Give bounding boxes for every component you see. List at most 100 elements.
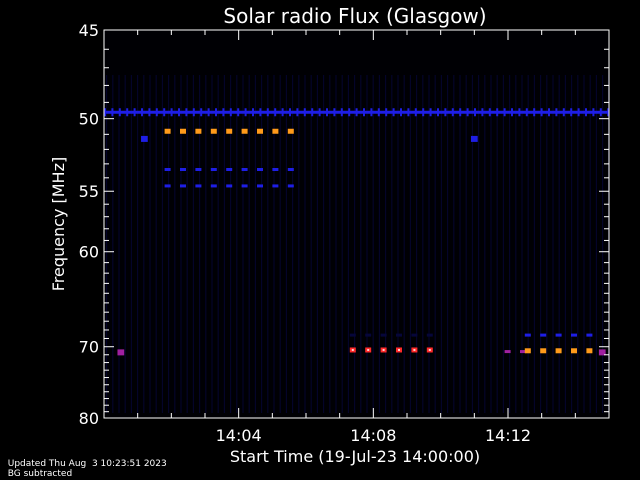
noise-column — [372, 75, 374, 413]
feature-tick — [163, 108, 166, 117]
noise-column — [428, 75, 430, 413]
noise-column — [509, 75, 511, 413]
y-tick-label: 80 — [79, 409, 99, 428]
noise-column — [174, 75, 176, 413]
feature-dash — [524, 348, 531, 354]
feature-tick — [562, 108, 565, 117]
x-tick-label: 14:04 — [216, 426, 262, 445]
noise-column — [248, 75, 250, 413]
feature-dot — [470, 135, 478, 142]
feature-tick — [451, 108, 454, 117]
feature-dash — [210, 168, 217, 172]
noise-column — [316, 75, 318, 413]
y-tick-label: 55 — [79, 182, 99, 201]
feature-dash — [272, 168, 279, 172]
noise-column — [447, 75, 449, 413]
feature-dash — [257, 128, 263, 134]
feature-dash — [180, 128, 186, 134]
noise-column — [490, 75, 492, 413]
noise-column — [564, 75, 566, 413]
feature-tick — [229, 108, 232, 117]
noise-column — [484, 75, 486, 413]
feature-tick — [488, 108, 491, 117]
feature-dash — [210, 184, 217, 188]
feature-tick — [133, 108, 136, 117]
noise-column — [155, 75, 157, 413]
feature-tick — [155, 108, 158, 117]
footer-updated: Updated Thu Aug 3 10:23:51 2023 — [7, 459, 167, 469]
feature-tick — [511, 108, 513, 117]
noise-column — [180, 75, 182, 413]
noise-column — [323, 75, 325, 413]
feature-core — [351, 348, 354, 351]
feature-tick — [444, 108, 447, 117]
feature-dot — [141, 135, 148, 142]
noise-column — [347, 75, 349, 413]
chart-title: Solar radio Flux (Glasgow) — [223, 4, 486, 28]
feature-dash — [365, 333, 372, 337]
noise-column — [273, 75, 275, 413]
noise-column — [409, 75, 411, 413]
noise-column — [161, 75, 163, 413]
feature-tick — [244, 108, 247, 117]
y-axis-ticks: 45 50 55 60 70 80 — [79, 21, 609, 428]
feature-dash — [586, 333, 593, 337]
noise-column — [242, 75, 244, 413]
emission-features — [104, 108, 610, 356]
noise-column — [465, 75, 467, 413]
x-tick-label: 14:08 — [350, 426, 396, 445]
feature-tick — [496, 108, 499, 117]
feature-tick — [481, 108, 484, 117]
noise-column — [577, 75, 579, 413]
noise-column — [254, 75, 256, 413]
feature-core — [382, 348, 385, 351]
feature-tick — [592, 108, 595, 117]
noise-column — [471, 75, 473, 413]
feature-tick — [414, 108, 417, 117]
feature-tick — [303, 108, 306, 117]
noise-column — [583, 75, 585, 413]
feature-tick — [111, 108, 114, 117]
feature-tick — [599, 108, 602, 117]
noise-column — [186, 75, 188, 413]
feature-tick — [392, 108, 395, 117]
feature-tick — [141, 108, 143, 117]
feature-dash — [210, 128, 217, 134]
noise-column — [106, 75, 108, 413]
feature-dash — [540, 348, 547, 354]
noise-column — [329, 75, 331, 413]
noise-column — [515, 75, 517, 413]
feature-dash — [586, 348, 593, 354]
noise-column — [310, 75, 312, 413]
feature-dash — [571, 348, 577, 354]
feature-dot — [598, 349, 606, 356]
feature-core — [413, 348, 416, 351]
footer-note: BG subtracted — [7, 469, 73, 479]
feature-tick — [326, 108, 328, 117]
noise-column — [137, 75, 139, 413]
feature-tick — [104, 108, 106, 117]
feature-dash — [555, 348, 562, 354]
noise-column — [595, 75, 597, 413]
noise-column — [292, 75, 294, 413]
noise-column — [236, 75, 238, 413]
feature-dash — [164, 168, 171, 172]
noise-column — [571, 75, 573, 413]
feature-dash — [164, 128, 171, 134]
noise-column — [496, 75, 498, 413]
feature-tick — [570, 108, 573, 117]
feature-tick — [348, 108, 351, 117]
y-tick-label: 60 — [79, 243, 99, 262]
noise-column — [558, 75, 560, 413]
noise-column — [298, 75, 300, 413]
feature-dash — [504, 350, 511, 354]
noise-column — [130, 75, 132, 413]
feature-tick — [126, 108, 129, 117]
plot-background — [104, 30, 610, 418]
noise-column — [118, 75, 120, 413]
feature-tick — [437, 108, 439, 117]
feature-core — [367, 348, 370, 351]
feature-tick — [607, 108, 610, 117]
noise-column — [230, 75, 232, 413]
